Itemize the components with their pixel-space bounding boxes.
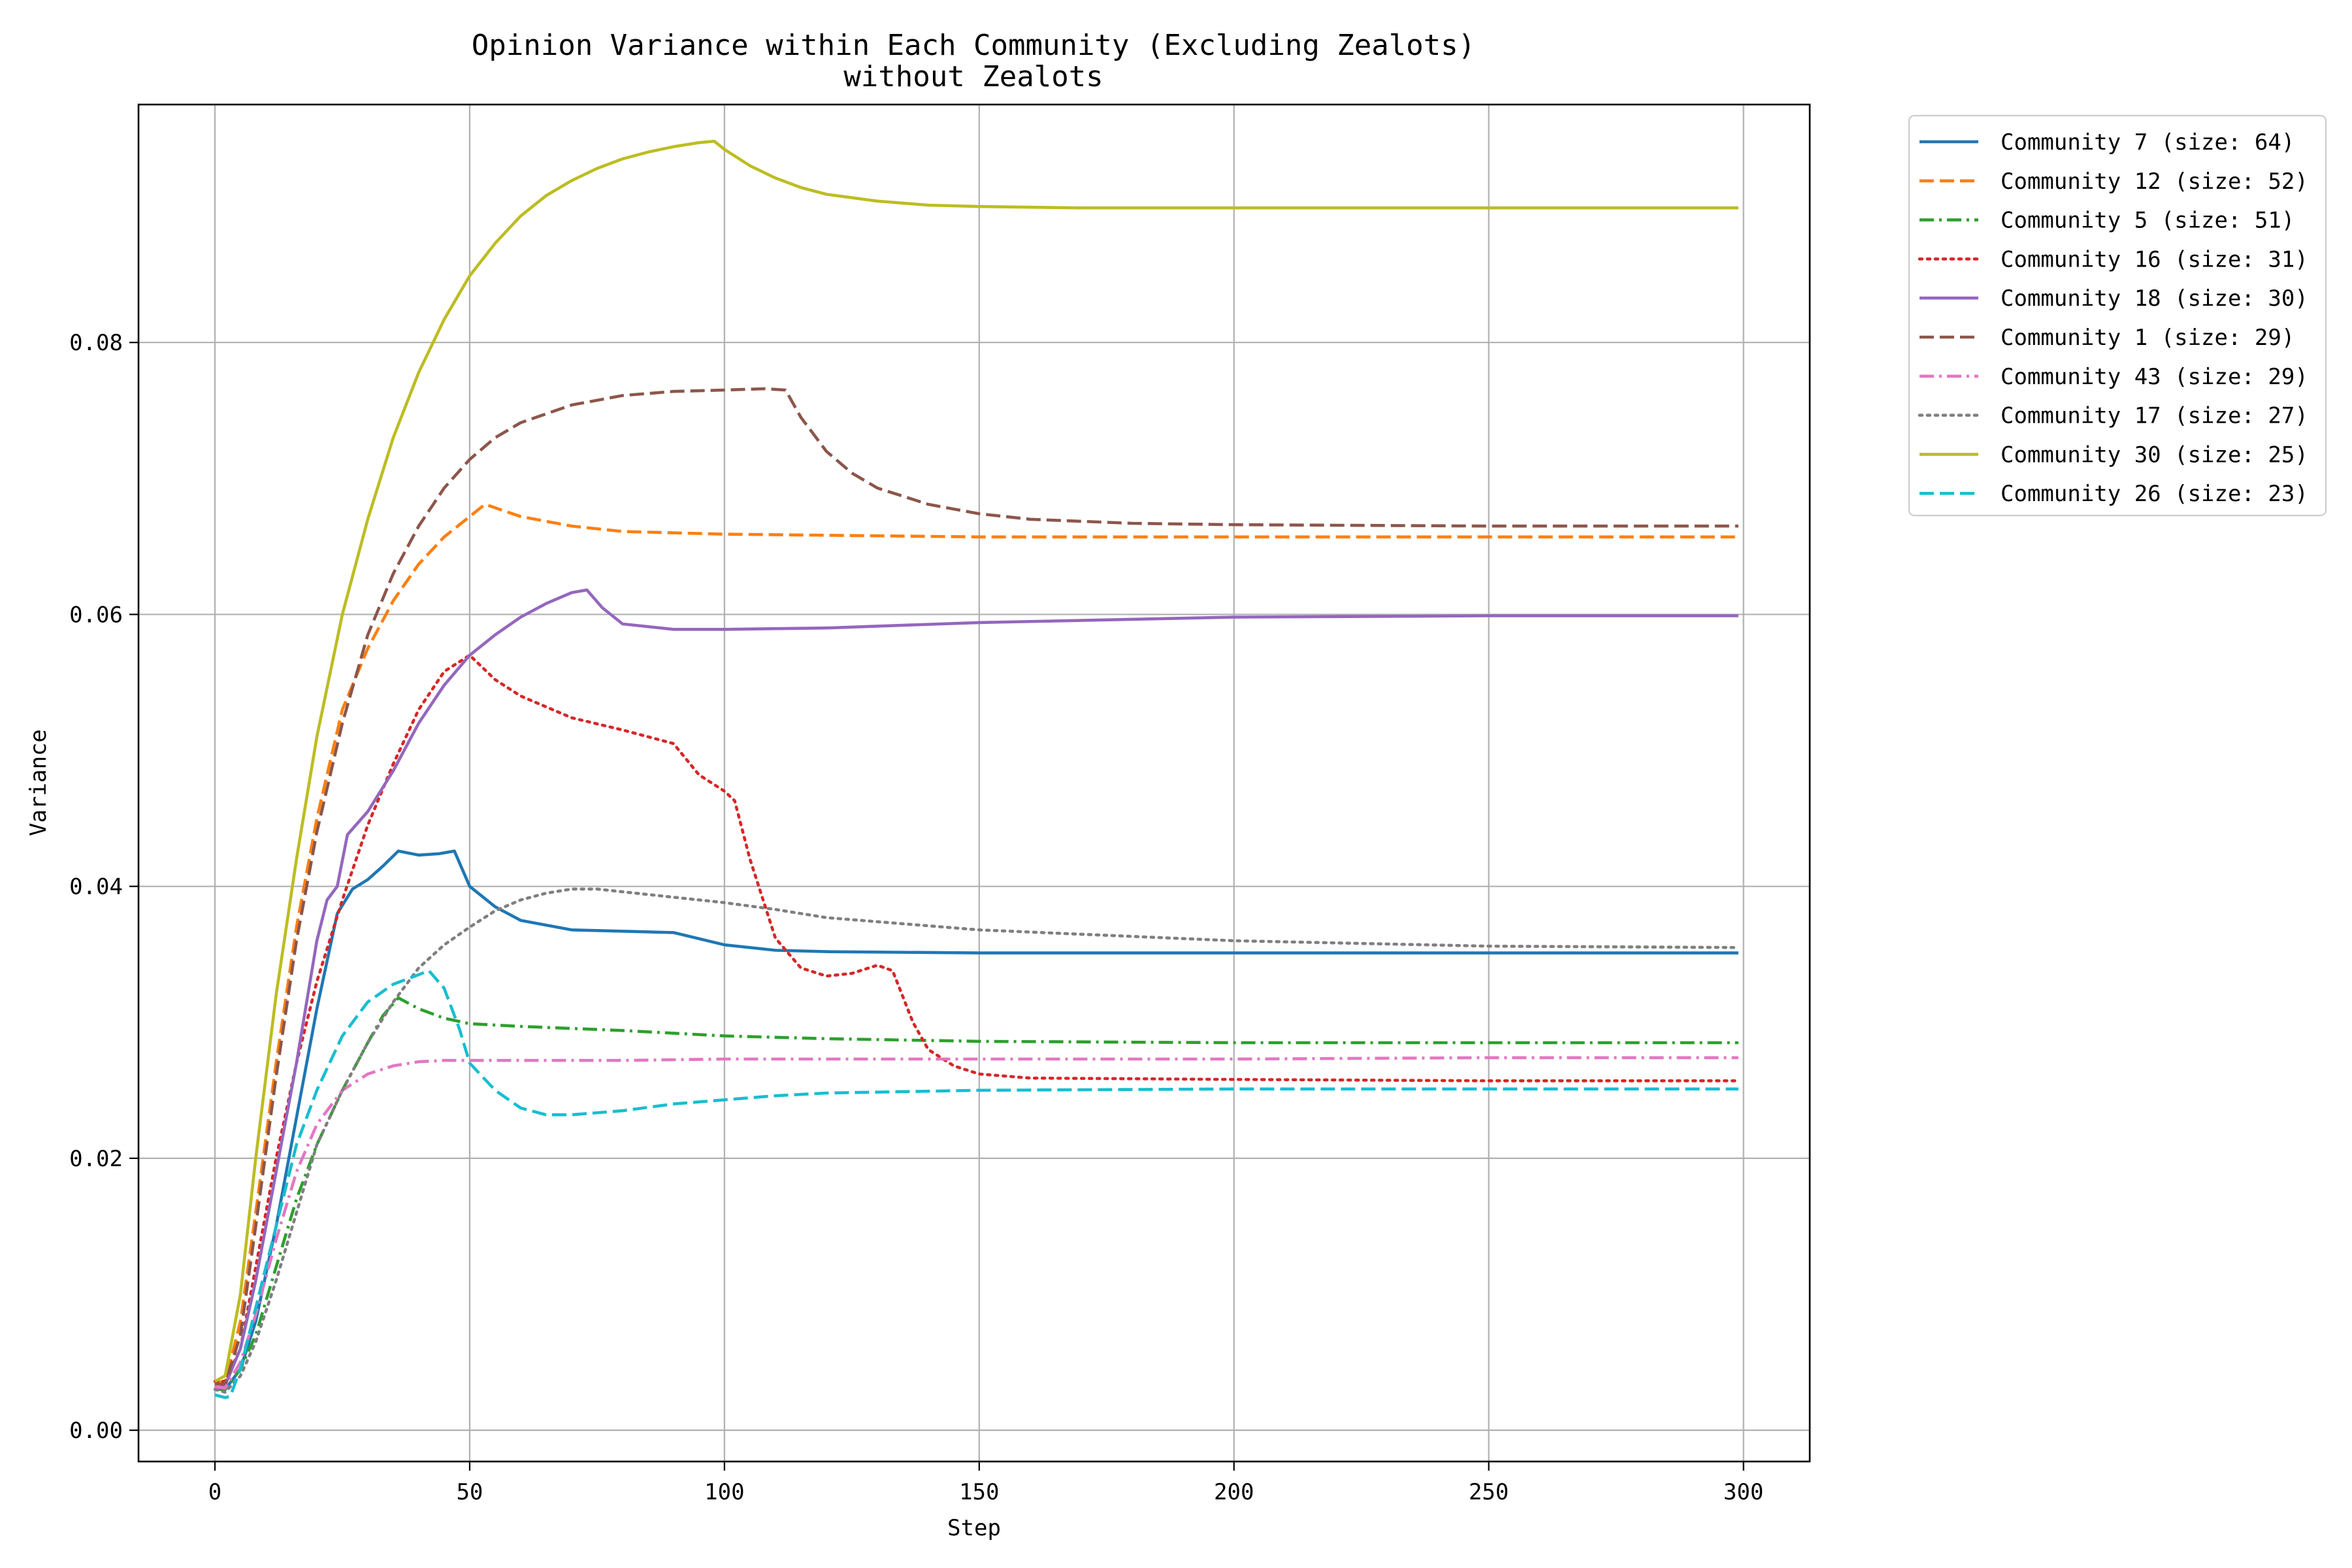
series-line-6: [214, 1056, 1739, 1390]
legend-item: Community 1 (size: 29): [1919, 325, 2295, 351]
legend-label: Community 1 (size: 29): [2001, 325, 2295, 351]
chart-subtitle: without Zealots: [843, 60, 1103, 93]
x-axis-ticks: 0 50 100 150 200 250 300: [208, 1462, 1763, 1505]
y-tick-label: 0.04: [69, 874, 123, 900]
series-line-8: [214, 139, 1739, 1383]
y-axis-ticks: 0.00 0.02 0.04 0.06 0.08: [69, 330, 139, 1444]
y-axis-label: Variance: [25, 729, 52, 836]
series-line-5: [215, 387, 1739, 1386]
x-axis-label: Step: [947, 1515, 1001, 1541]
x-tick-label: 100: [704, 1479, 744, 1505]
series-line-4: [214, 588, 1739, 1391]
legend-item: Community 16 (size: 31): [1918, 246, 2308, 272]
legend-label: Community 18 (size: 30): [2001, 286, 2308, 312]
legend-items: Community 7 (size: 64) Community 12 (size…: [1918, 129, 2308, 507]
legend-item: Community 18 (size: 30): [1919, 286, 2308, 312]
legend-label: Community 43 (size: 29): [2001, 364, 2308, 390]
legend-label: Community 12 (size: 52): [2001, 169, 2308, 195]
legend-label: Community 5 (size: 51): [2001, 208, 2295, 234]
x-tick-label: 0: [208, 1479, 221, 1505]
legend-label: Community 30 (size: 25): [2001, 442, 2308, 468]
legend-label: Community 26 (size: 23): [2001, 481, 2308, 507]
series-line-7: [213, 887, 1740, 1394]
legend-item: Community 43 (size: 29): [1919, 364, 2308, 390]
data-series: [213, 139, 1740, 1399]
legend-item: Community 5 (size: 51): [1919, 208, 2295, 234]
y-tick-label: 0.06: [69, 602, 123, 628]
legend-box: [1908, 114, 2327, 517]
y-tick-label: 0.02: [69, 1146, 123, 1172]
x-tick-label: 150: [959, 1479, 999, 1505]
series-line-0: [214, 849, 1739, 1391]
legend-item: Community 17 (size: 27): [1918, 403, 2308, 429]
legend-label: Community 16 (size: 31): [2001, 246, 2308, 272]
legend-label: Community 17 (size: 27): [2001, 403, 2308, 429]
legend-item: Community 26 (size: 23): [1919, 481, 2308, 507]
x-tick-label: 200: [1214, 1479, 1254, 1505]
legend-item: Community 7 (size: 64): [1919, 129, 2295, 155]
series-line-3: [213, 653, 1740, 1383]
x-tick-label: 50: [456, 1479, 483, 1505]
chart-title: Opinion Variance within Each Community (…: [472, 29, 1475, 62]
x-tick-label: 250: [1469, 1479, 1509, 1505]
series-line-9: [214, 969, 1739, 1399]
axes-frame: [137, 103, 1811, 1463]
series-line-2: [215, 996, 1739, 1391]
series-line-1: [214, 502, 1739, 1384]
legend: Community 7 (size: 64) Community 12 (size…: [1908, 114, 2327, 517]
legend-label: Community 7 (size: 64): [2001, 129, 2295, 155]
x-tick-label: 300: [1723, 1479, 1763, 1505]
legend-item: Community 12 (size: 52): [1919, 169, 2308, 195]
y-tick-label: 0.00: [69, 1418, 123, 1444]
legend-item: Community 30 (size: 25): [1919, 442, 2308, 468]
y-tick-label: 0.08: [69, 330, 123, 356]
